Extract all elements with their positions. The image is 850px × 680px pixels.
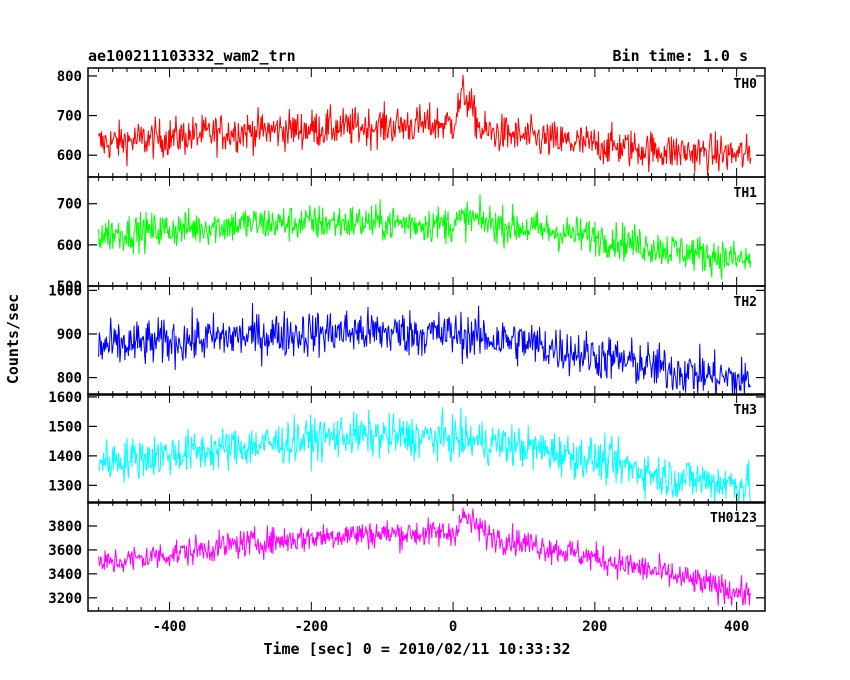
th0-y-tick-label: 600 xyxy=(57,148,82,164)
th1-panel-label: TH1 xyxy=(734,186,758,201)
th3-y-tick-label: 1600 xyxy=(48,390,82,406)
th0123-panel-frame xyxy=(87,501,766,612)
th3-panel-frame xyxy=(87,393,766,504)
th0123-y-tick-label: 3400 xyxy=(48,567,82,583)
th2-y-tick-label: 900 xyxy=(57,327,82,343)
x-axis-label: Time [sec] 0 = 2010/02/11 10:33:32 xyxy=(263,640,570,658)
th2-series-line xyxy=(98,302,751,395)
x-tick-label: 400 xyxy=(724,619,749,635)
th2-y-tick-label: 1000 xyxy=(48,283,82,299)
th3-y-tick-label: 1500 xyxy=(48,419,82,435)
th0123-y-tick-label: 3200 xyxy=(48,591,82,607)
panels-group: TH0 600 700 800 TH1 500 600 700 TH2 800 900 1000 TH3… xyxy=(48,67,766,635)
th1-series-line xyxy=(98,194,752,280)
th0123-panel-label: TH0123 xyxy=(710,511,757,526)
th0-panel-label: TH0 xyxy=(734,77,758,92)
chart-title: ae100211103332_wam2_trn xyxy=(88,47,296,65)
th0123-y-tick-label: 3600 xyxy=(48,543,82,559)
th3-panel-label: TH3 xyxy=(734,403,757,418)
th1-y-tick-label: 700 xyxy=(57,197,82,213)
th3-y-tick-label: 1300 xyxy=(48,478,82,494)
th2-y-tick-label: 800 xyxy=(57,371,82,387)
x-tick-label: -400 xyxy=(153,619,187,635)
th0123-y-tick-label: 3800 xyxy=(48,519,82,535)
x-tick-label: 0 xyxy=(449,619,457,635)
th3-y-tick-label: 1400 xyxy=(48,449,82,465)
th2-panel-frame xyxy=(87,285,766,396)
th0-series-line xyxy=(98,74,752,176)
th1-y-tick-label: 500 xyxy=(57,279,82,295)
th0-y-tick-label: 700 xyxy=(57,109,82,125)
th3-series-line xyxy=(98,407,752,503)
th0123-series-line xyxy=(98,507,752,606)
x-tick-label: -200 xyxy=(294,619,328,635)
th0-y-tick-label: 800 xyxy=(57,69,82,85)
bin-time-label: Bin time: 1.0 s xyxy=(613,47,748,65)
x-tick-label: 200 xyxy=(582,619,607,635)
th2-panel-label: TH2 xyxy=(734,295,757,310)
th1-y-tick-label: 600 xyxy=(57,238,82,254)
y-axis-label: Counts/sec xyxy=(4,294,22,384)
